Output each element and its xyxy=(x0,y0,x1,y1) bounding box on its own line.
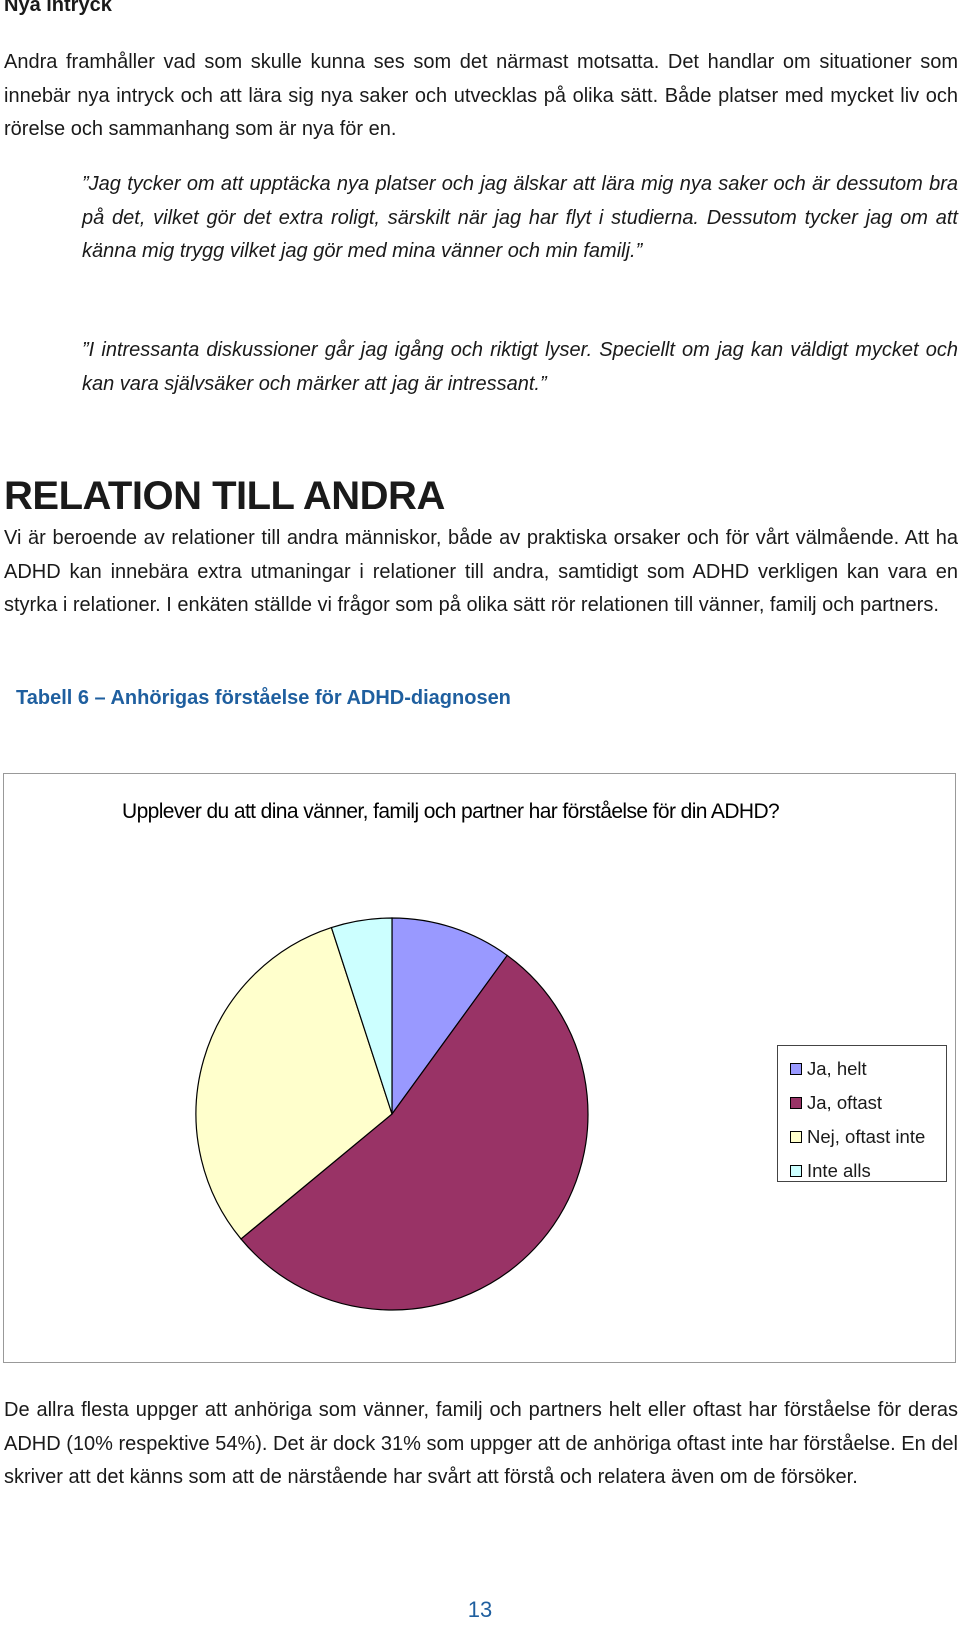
pie-chart-frame: Upplever du att dina vänner, familj och … xyxy=(3,773,956,1363)
intro-paragraph: Andra framhåller vad som skulle kunna se… xyxy=(4,51,958,140)
quote-1: ”Jag tycker om att upptäcka nya platser … xyxy=(82,173,958,262)
relation-heading: RELATION TILL ANDRA xyxy=(4,474,445,518)
pie-slice-nej-oftast-inte xyxy=(195,926,393,1240)
legend-swatch xyxy=(790,1097,802,1109)
legend-label: Ja, oftast xyxy=(807,1092,883,1113)
section-heading: Nya intryck xyxy=(4,0,112,16)
pie-chart xyxy=(195,917,589,1311)
legend-label: Inte alls xyxy=(807,1160,871,1181)
quote-2: ”I intressanta diskussioner går jag igån… xyxy=(82,339,958,395)
legend-swatch xyxy=(790,1063,802,1075)
legend-item: Ja, oftast xyxy=(778,1086,946,1120)
legend-swatch xyxy=(790,1165,802,1177)
relation-paragraph: Vi är beroende av relationer till andra … xyxy=(4,527,958,616)
page-number: 13 xyxy=(467,1597,493,1622)
legend-label: Ja, helt xyxy=(807,1058,867,1079)
legend-item: Inte alls xyxy=(778,1154,946,1188)
table-caption: Tabell 6 – Anhörigas förståelse för ADHD… xyxy=(16,687,511,709)
legend-swatch xyxy=(790,1131,802,1143)
pie-slice-inte-alls xyxy=(330,917,393,1115)
chart-legend: Ja, helt Ja, oftast Nej, oftast inte Inte a… xyxy=(777,1045,947,1182)
pie-slice-ja-oftast xyxy=(240,954,589,1311)
legend-label: Nej, oftast inte xyxy=(807,1126,926,1147)
chart-title: Upplever du att dina vänner, familj och … xyxy=(122,800,780,823)
legend-item: Ja, helt xyxy=(778,1052,946,1086)
conclusion-paragraph: De allra flesta uppger att anhöriga som … xyxy=(4,1399,958,1488)
pie-slice-ja-helt xyxy=(391,917,509,1116)
legend-item: Nej, oftast inte xyxy=(778,1120,946,1154)
